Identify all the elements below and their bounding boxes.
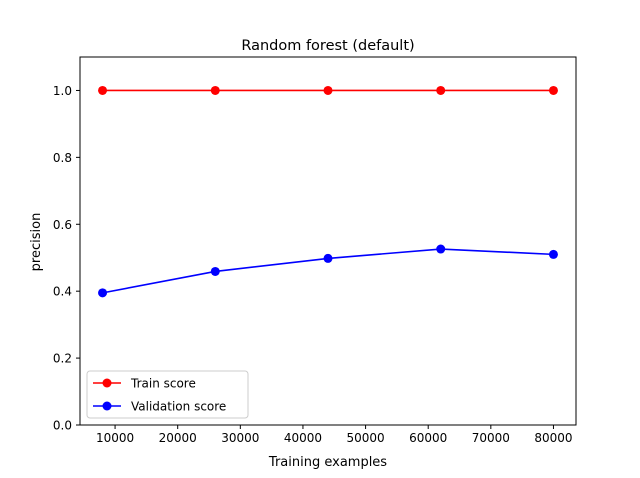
y-axis-ticks: 0.0 0.2 0.4 0.6 0.8 1.0 — [53, 84, 80, 433]
validation-score-legend-label: Validation score — [131, 400, 226, 414]
validation-score-legend-marker — [102, 401, 112, 411]
train-score-point — [210, 85, 220, 95]
series-layer — [98, 85, 558, 298]
train-score-point — [323, 85, 333, 95]
validation-score-point — [210, 266, 220, 276]
validation-score-point — [323, 253, 333, 263]
x-tick-label: 30000 — [221, 431, 259, 445]
y-tick-label: 1.0 — [53, 84, 72, 98]
chart-title: Random forest (default) — [241, 38, 414, 54]
x-tick-label: 20000 — [159, 431, 197, 445]
y-tick-label: 0.8 — [53, 151, 72, 165]
y-tick-label: 0.2 — [53, 352, 72, 366]
y-axis-label: precision — [29, 213, 44, 272]
x-tick-label: 50000 — [346, 431, 384, 445]
x-tick-label: 40000 — [284, 431, 322, 445]
validation-score-point — [548, 249, 558, 259]
train-score-legend-marker — [102, 378, 112, 388]
train-score-legend-label: Train score — [130, 377, 196, 391]
x-tick-label: 80000 — [534, 431, 572, 445]
x-tick-label: 10000 — [96, 431, 134, 445]
y-tick-label: 0.4 — [53, 285, 72, 299]
validation-score-point — [436, 244, 446, 254]
y-tick-label: 0.6 — [53, 218, 72, 232]
x-axis-ticks: 10000 20000 30000 40000 50000 60000 70000 80000 — [96, 425, 573, 445]
train-score-point — [98, 85, 108, 95]
legend: Train score Validation score — [86, 370, 249, 419]
train-score-point — [548, 85, 558, 95]
x-axis-label: Training examples — [268, 455, 387, 470]
legend-box — [86, 370, 249, 419]
x-tick-label: 60000 — [409, 431, 447, 445]
x-tick-label: 70000 — [472, 431, 510, 445]
plot-frame — [79, 56, 577, 426]
validation-score-point — [98, 288, 108, 298]
y-tick-label: 0.0 — [53, 419, 72, 433]
train-score-point — [436, 85, 446, 95]
